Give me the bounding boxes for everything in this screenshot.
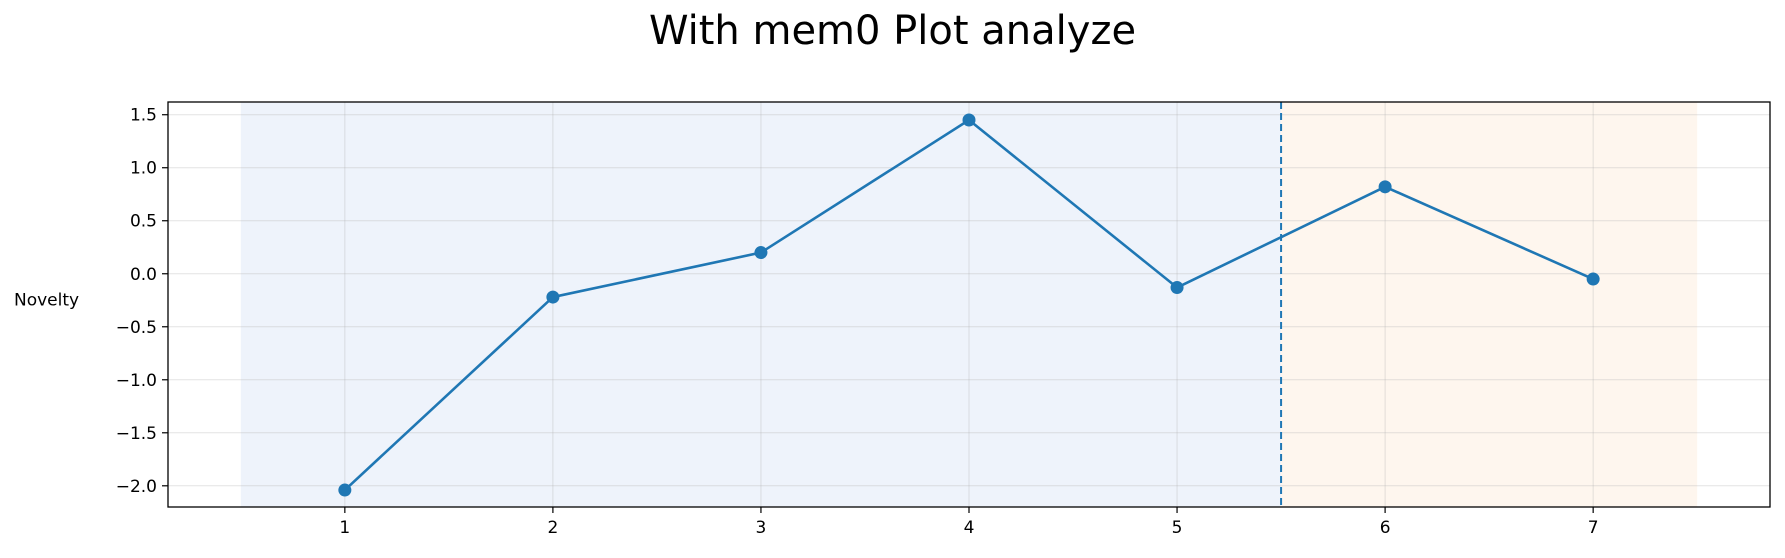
y-axis-ticks: 1.5 1.0 0.5 0.0 −0.5 −1.0 −1.5 −2.0 bbox=[116, 106, 168, 497]
x-tick-label: 5 bbox=[1172, 518, 1183, 538]
x-axis-ticks: 1 2 3 4 5 6 7 bbox=[339, 507, 1599, 538]
data-point bbox=[962, 113, 976, 127]
y-axis-label: Novelty bbox=[14, 291, 79, 311]
data-point bbox=[1378, 180, 1392, 194]
x-tick-label: 6 bbox=[1380, 518, 1391, 538]
y-tick-label: −2.0 bbox=[116, 477, 157, 497]
shaded-region-2 bbox=[1281, 102, 1698, 507]
shaded-regions bbox=[240, 102, 1698, 507]
x-tick-label: 1 bbox=[339, 518, 350, 538]
x-tick-label: 4 bbox=[964, 518, 975, 538]
data-point bbox=[338, 483, 352, 497]
x-tick-label: 3 bbox=[756, 518, 767, 538]
y-tick-label: −1.5 bbox=[116, 424, 157, 444]
y-tick-label: −1.0 bbox=[116, 371, 157, 391]
x-tick-label: 2 bbox=[547, 518, 558, 538]
series-layer bbox=[338, 113, 1600, 497]
data-point bbox=[754, 246, 768, 260]
shaded-region-1 bbox=[240, 102, 1282, 507]
y-tick-label: −0.5 bbox=[116, 318, 157, 338]
data-point bbox=[546, 290, 560, 304]
y-tick-label: 1.5 bbox=[130, 106, 157, 126]
y-tick-label: 1.0 bbox=[130, 159, 157, 179]
x-tick-label: 7 bbox=[1588, 518, 1599, 538]
data-point bbox=[1586, 272, 1600, 286]
data-point bbox=[1170, 281, 1184, 295]
chart-title: With mem0 Plot analyze bbox=[648, 8, 1137, 54]
y-tick-label: 0.0 bbox=[130, 265, 157, 285]
y-tick-label: 0.5 bbox=[130, 212, 157, 232]
